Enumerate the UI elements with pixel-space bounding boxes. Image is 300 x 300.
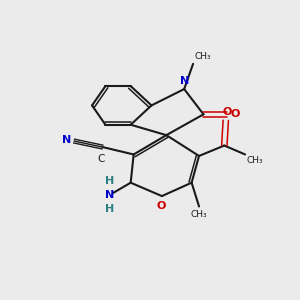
Text: O: O [230,109,240,119]
Text: O: O [223,107,232,117]
Text: CH₃: CH₃ [247,156,263,165]
Text: N: N [105,190,115,200]
Text: C: C [97,154,105,164]
Text: CH₃: CH₃ [195,52,211,62]
Text: N: N [62,135,71,145]
Text: CH₃: CH₃ [191,210,207,219]
Text: N: N [180,76,189,85]
Text: O: O [157,201,166,212]
Text: H: H [105,203,115,214]
Text: H: H [105,176,115,186]
